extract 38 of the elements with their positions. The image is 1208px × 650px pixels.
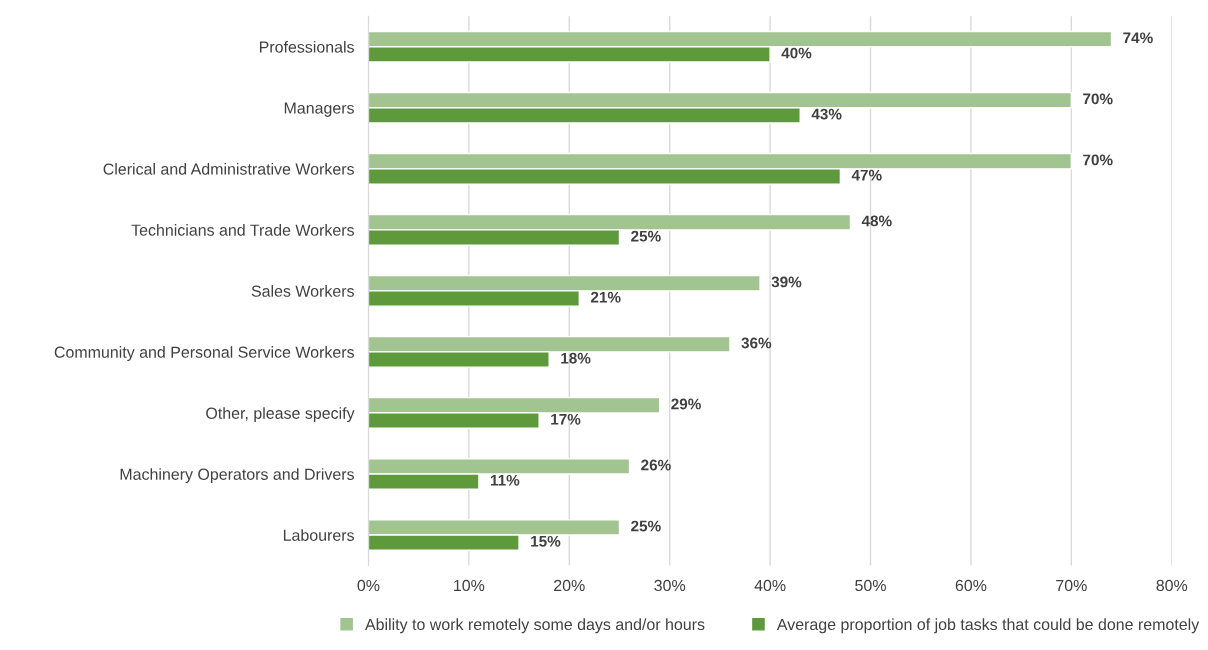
data-label: 36% (741, 337, 772, 349)
data-label: 47% (851, 169, 882, 181)
data-label: 48% (861, 215, 892, 227)
y-tick-label: Clerical and Administrative Workers (103, 163, 354, 175)
data-label: 25% (631, 520, 661, 532)
y-tick-label: Professionals (259, 40, 354, 53)
x-tick-label: 50% (855, 579, 886, 592)
legend-label: Ability to work remotely some days and/or hours (365, 618, 705, 634)
y-tick-label: Managers (284, 102, 354, 117)
data-label: 70% (1083, 93, 1113, 105)
x-tick-label: 30% (654, 579, 686, 592)
legend-label: Average proportion of job tasks that could be done remotely (776, 618, 1200, 634)
x-tick-label: 70% (1056, 579, 1087, 592)
x-tick-label: 20% (554, 579, 585, 592)
y-tick-label: Other, please specify (206, 407, 355, 423)
data-label: 40% (781, 47, 812, 59)
data-label: 18% (561, 352, 591, 364)
y-tick-label: Sales Workers (251, 285, 354, 297)
data-label: 21% (590, 291, 621, 303)
data-label: 25% (631, 230, 661, 242)
data-label: 15% (531, 535, 561, 547)
x-tick-label: 40% (754, 579, 786, 592)
data-label: 43% (811, 108, 842, 120)
data-label: 11% (490, 474, 520, 486)
data-label: 17% (551, 413, 581, 425)
y-tick-label: Labourers (283, 529, 354, 541)
x-tick-label: 60% (955, 579, 987, 592)
data-label: 70% (1083, 154, 1113, 166)
data-label: 29% (671, 398, 701, 410)
x-tick-label: 10% (454, 579, 485, 592)
y-tick-label: Machinery Operators and Drivers (120, 468, 354, 484)
x-tick-label: 0% (357, 579, 380, 592)
data-label: 74% (1123, 32, 1153, 44)
x-tick-label: 80% (1156, 579, 1188, 592)
y-tick-label: Community and Personal Service Workers (54, 346, 354, 361)
data-label: 26% (641, 459, 671, 471)
data-label: 39% (771, 276, 802, 288)
y-tick-label: Technicians and Trade Workers (131, 224, 354, 236)
